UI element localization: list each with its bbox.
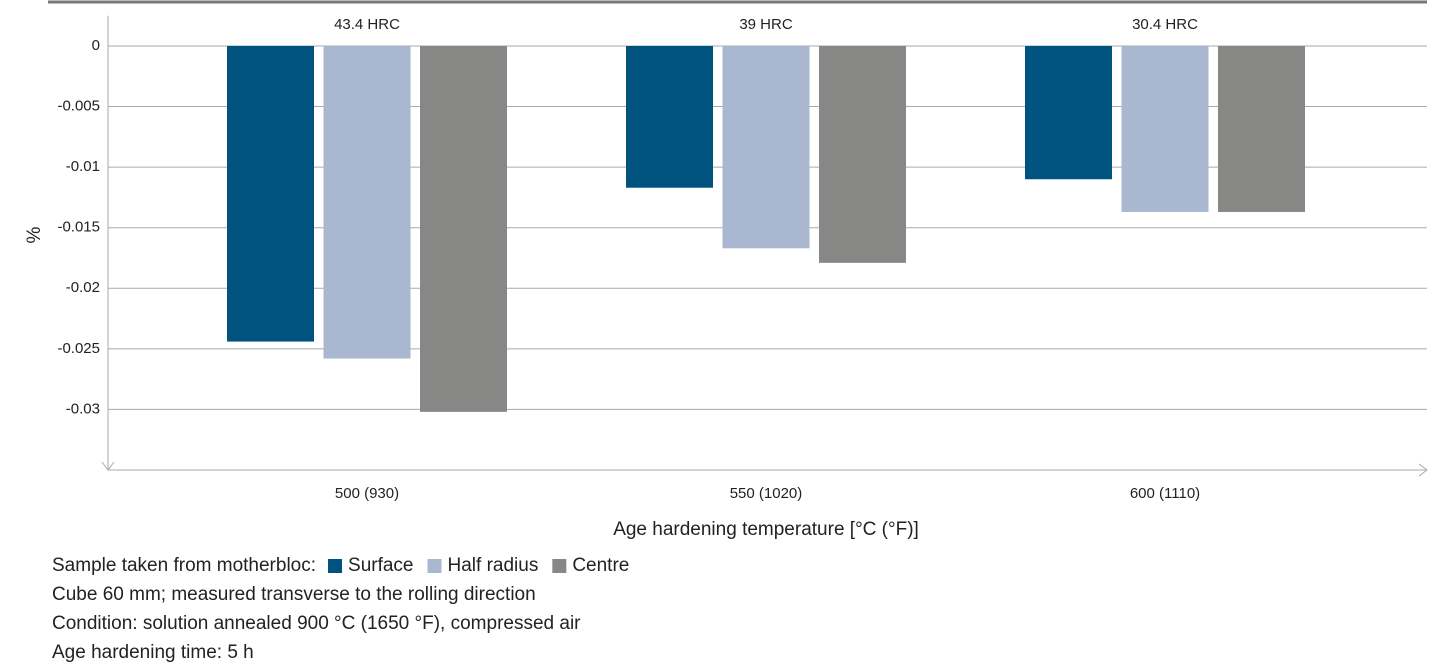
y-tick-label: -0.03 (66, 400, 100, 417)
bar (722, 45, 810, 249)
note: Condition: solution annealed 900 °C (165… (52, 613, 581, 634)
y-tick-label: -0.01 (66, 158, 100, 175)
bar (420, 45, 507, 412)
bar (323, 45, 411, 359)
legend-swatch (427, 559, 442, 573)
legend-label: Half radius (448, 555, 539, 576)
note: Age hardening time: 5 h (52, 642, 254, 663)
bar (626, 45, 713, 188)
x-axis-title: Age hardening temperature [°C (°F)] (613, 519, 919, 540)
y-tick-label: -0.025 (57, 340, 100, 357)
y-axis-title: % (24, 226, 45, 243)
y-tick-label: -0.005 (57, 98, 100, 115)
x-tick-label: 600 (1110) (1130, 485, 1200, 502)
y-axis-arrow (101, 461, 115, 471)
x-tick-label: 550 (1020) (730, 485, 803, 502)
y-tick-label: 0 (92, 37, 100, 54)
bar (227, 45, 314, 342)
legend-swatch (552, 559, 567, 573)
y-tick-label: -0.015 (57, 219, 100, 236)
y-tick-label: -0.02 (66, 279, 100, 296)
x-tick-label: 500 (930) (335, 485, 399, 502)
bar (1218, 45, 1305, 212)
bar (1121, 45, 1209, 212)
bar (1025, 45, 1112, 180)
bar (819, 45, 906, 263)
annotation: 39 HRC (739, 16, 793, 33)
legend-title: Sample taken from motherbloc: (52, 555, 316, 576)
x-axis-arrow (1418, 463, 1428, 477)
annotation: 30.4 HRC (1132, 16, 1198, 33)
legend-swatch (328, 559, 343, 573)
annotation: 43.4 HRC (334, 16, 400, 33)
note: Cube 60 mm; measured transverse to the r… (52, 584, 536, 605)
legend-label: Centre (572, 555, 629, 576)
legend-label: Surface (348, 555, 413, 576)
